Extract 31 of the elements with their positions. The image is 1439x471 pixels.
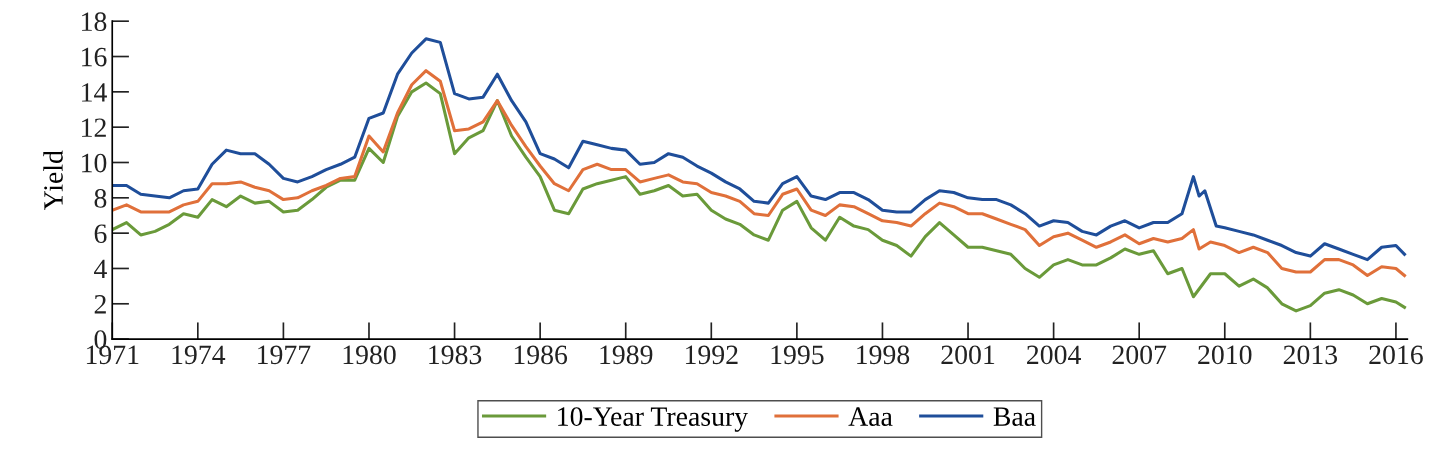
x-tick-label: 1995: [771, 345, 824, 365]
y-tick-label: 8: [94, 188, 107, 208]
y-tick-label: 10: [82, 153, 107, 173]
x-tick-label: 1977: [258, 345, 311, 365]
x-tick-label: 2001: [941, 345, 995, 365]
line-series: [112, 69, 1407, 278]
x-tick-label: 1986: [514, 345, 568, 365]
x-tick-label: 2004: [1027, 345, 1081, 365]
x-tick-label: 1992: [685, 345, 738, 365]
x-tick-label: 1983: [429, 345, 482, 365]
line-series: [112, 81, 1407, 313]
legend-label: Baa: [993, 407, 1036, 426]
x-tick-label: 2013: [1283, 345, 1338, 365]
line-series: [112, 37, 1407, 262]
x-tick-label: 2007: [1112, 345, 1167, 365]
x-tick-label: 1974: [172, 345, 226, 365]
y-tick-label: 4: [94, 259, 107, 279]
y-tick-label: 2: [94, 295, 106, 314]
x-tick-label: 2016: [1369, 345, 1423, 365]
y-tick-label: 18: [82, 12, 107, 32]
legend-label: 10-Year Treasury: [558, 407, 749, 432]
y-tick-label: 16: [82, 47, 107, 67]
y-axis-title: Yield: [43, 150, 63, 210]
legend-label: Aaa: [848, 407, 893, 426]
y-tick-label: 12: [82, 118, 106, 137]
x-tick-label: 1989: [600, 345, 653, 365]
x-tick-label: 2010: [1198, 345, 1252, 365]
x-tick-label: 1980: [343, 345, 396, 365]
y-tick-label: 6: [94, 224, 107, 244]
y-tick-label: 14: [82, 83, 107, 102]
x-tick-label: 1998: [857, 345, 910, 365]
